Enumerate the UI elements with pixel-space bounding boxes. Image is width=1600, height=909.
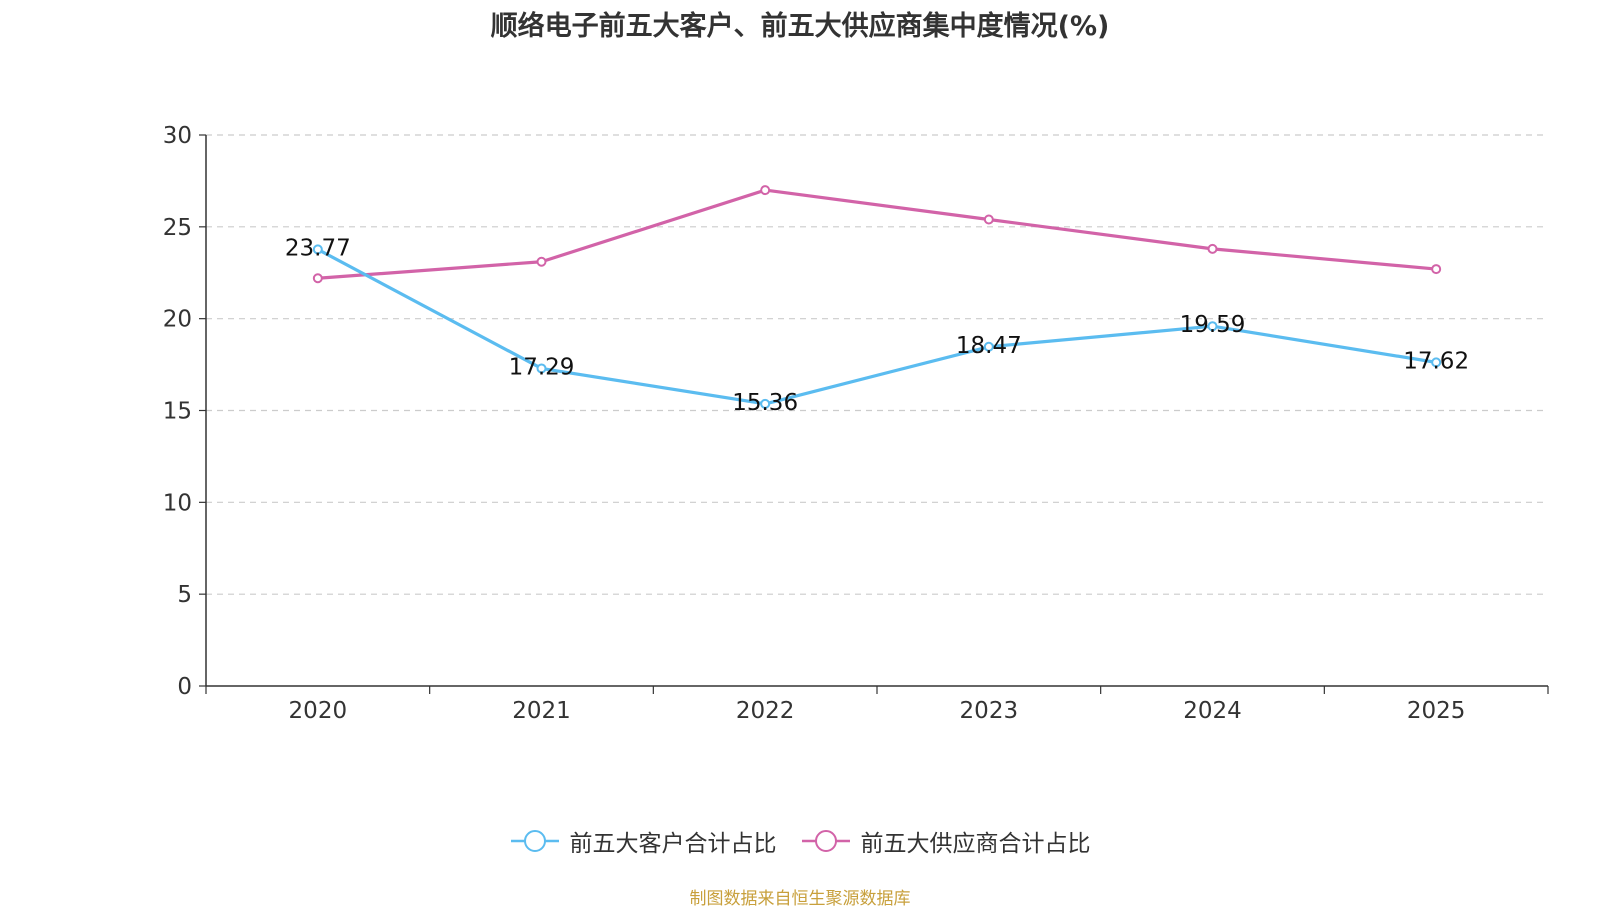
x-tick-label: 2024: [1183, 698, 1242, 724]
series-0-point: [983, 341, 994, 352]
y-tick-label: 25: [163, 215, 192, 241]
y-tick-label: 0: [177, 674, 192, 700]
y-tick-label: 10: [163, 490, 192, 516]
x-tick-label: 2025: [1407, 698, 1466, 724]
series-0-point: [312, 244, 323, 255]
y-tick-label: 5: [177, 582, 192, 608]
legend-item-customers[interactable]: 前五大客户合计占比: [510, 824, 777, 858]
data-label: 18.47: [956, 333, 1022, 359]
chart-title: 顺络电子前五大客户、前五大供应商集中度情况(%): [490, 11, 1110, 42]
legend: 前五大客户合计占比 前五大供应商合计占比: [0, 824, 1600, 858]
legend-item-suppliers[interactable]: 前五大供应商合计占比: [801, 824, 1091, 858]
y-tick-label: 20: [163, 307, 192, 333]
series-1-point: [536, 256, 547, 267]
legend-label-suppliers: 前五大供应商合计占比: [860, 831, 1091, 857]
series-0-point: [760, 398, 771, 409]
x-tick-label: 2023: [960, 698, 1019, 724]
data-label: 23.77: [285, 235, 351, 261]
series-1-point: [1207, 243, 1218, 254]
x-tick-label: 2022: [736, 698, 795, 724]
source-note: 制图数据来自恒生聚源数据库: [689, 889, 911, 909]
x-tick-label: 2021: [512, 698, 571, 724]
series-line-0: [317, 248, 1437, 406]
series-0-point: [1207, 321, 1218, 332]
series-1-point: [760, 185, 771, 196]
y-tick-label: 30: [163, 123, 192, 149]
series-line-1: [317, 188, 1437, 280]
legend-line-circle-icon: [801, 830, 850, 852]
legend-line-circle-icon: [510, 830, 559, 852]
grid-lines: [206, 134, 1548, 595]
series-1-point: [1431, 264, 1442, 275]
data-label: 15.36: [732, 390, 798, 416]
series-1-point: [312, 273, 323, 284]
series-0-point: [536, 363, 547, 374]
data-label: 17.29: [509, 354, 575, 380]
series-0-point: [1431, 357, 1442, 368]
series-lines: [312, 185, 1442, 409]
data-labels: 23.77 17.29 15.36 18.47 19.59 17.62: [285, 235, 1469, 415]
x-tick-label: 2020: [289, 698, 348, 724]
y-tick-label: 15: [163, 399, 192, 425]
series-1-point: [983, 214, 994, 225]
data-label: 19.59: [1180, 312, 1246, 338]
data-label: 17.62: [1403, 348, 1469, 374]
legend-label-customers: 前五大客户合计占比: [569, 831, 777, 857]
